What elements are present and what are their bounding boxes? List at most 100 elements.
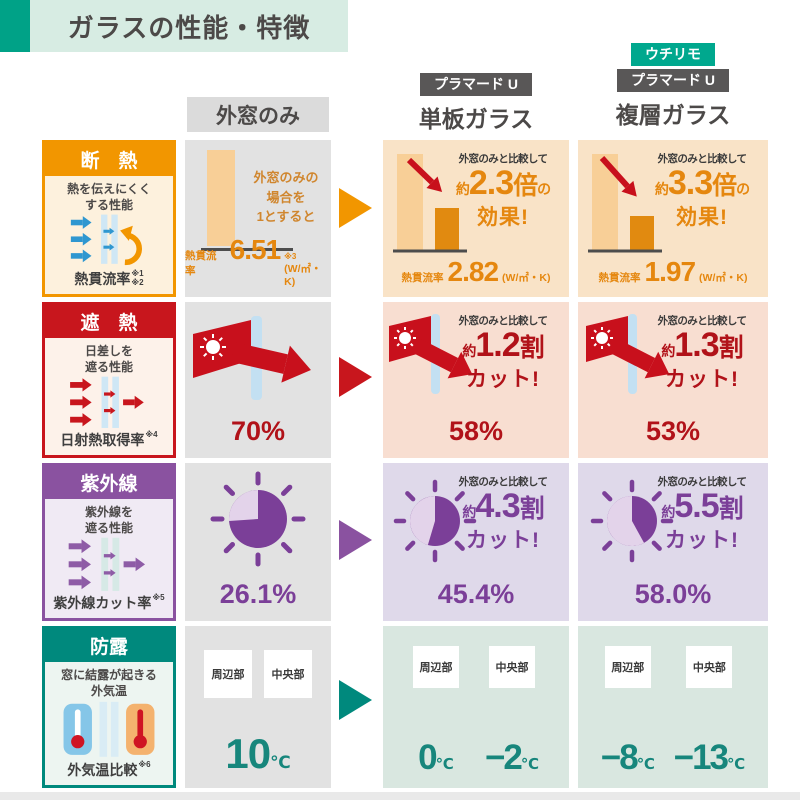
effect-block: 外窓のみと比較して 約4.3割 カット! bbox=[442, 474, 564, 554]
effect-block: 外窓のみと比較して 約1.2割 カット! bbox=[442, 313, 564, 393]
double-glass-label: 複層ガラス bbox=[615, 101, 731, 128]
page-title: ガラスの性能・特徴 bbox=[67, 12, 311, 43]
uchirimo-badge: ウチリモ bbox=[631, 43, 715, 66]
zone-labels: 周辺部 中央部 bbox=[185, 650, 331, 698]
baseline-note: 外窓のみの 場合を 1とすると bbox=[253, 170, 319, 224]
effect-block: 外窓のみと比較して 約1.3割 カット! bbox=[641, 313, 763, 393]
temp-col-periphery: 周辺部 0℃ bbox=[412, 646, 459, 778]
compare-note: 外窓のみと比較して bbox=[458, 153, 548, 165]
title-accent-block bbox=[0, 0, 30, 52]
zone-box-center: 中央部 bbox=[488, 646, 535, 688]
uv-cut-double-value: 58.0% bbox=[634, 579, 712, 609]
solar-gain-single-value: 58% bbox=[448, 416, 504, 446]
effect-figure: 約2.3倍の bbox=[455, 164, 551, 202]
zone-box-periphery: 周辺部 bbox=[604, 646, 651, 688]
dew-double-periphery-temp: −8℃ bbox=[600, 738, 655, 777]
uv-sun-pie-icon bbox=[210, 471, 306, 567]
uv-cut-single-value: 45.4% bbox=[437, 579, 515, 609]
flow-arrow-uv-icon bbox=[339, 520, 372, 560]
sun-heat-flow-icon bbox=[70, 377, 144, 429]
temp-col-center: 中央部 −2℃ bbox=[485, 646, 539, 778]
temp-col-center: 中央部 −13℃ bbox=[673, 646, 746, 778]
temp-col-periphery: 周辺部 −8℃ bbox=[601, 646, 655, 778]
shading-metric: 日射熱取得率 ※4 bbox=[60, 430, 158, 448]
compare-note: 外窓のみと比較して bbox=[458, 315, 548, 327]
dew-description: 窓に結露が起きる 外気温 bbox=[61, 668, 157, 699]
sun-block-icon bbox=[586, 314, 670, 394]
shading-baseline-cell: 70% bbox=[185, 302, 331, 458]
insulation-baseline-cell: 外窓のみの 場合を 1とすると 熱貫流率 6.51 ※3 (W/㎡・K) bbox=[185, 140, 331, 297]
insulation-label-card: 断 熱 熱を伝えにくく する性能 熱貫流率 ※1 ※2 bbox=[42, 140, 176, 297]
baseline-bar bbox=[207, 150, 235, 246]
row-dew: 防露 窓に結露が起きる 外気温 外気温比較 ※6 周辺部 中央部 10℃ bbox=[0, 626, 800, 788]
shading-label-card: 遮 熱 日差しを 遮る性能 日射熱取得率 ※4 bbox=[42, 302, 176, 458]
effect-figure: 約3.3倍の bbox=[654, 164, 750, 202]
bottom-divider bbox=[0, 792, 800, 800]
uv-row-title: 紫外線 bbox=[45, 466, 173, 499]
flow-arrow-insulation-icon bbox=[339, 188, 372, 228]
metric-footnote-refs: ※5 bbox=[152, 593, 165, 602]
dew-baseline-cell: 周辺部 中央部 10℃ bbox=[185, 626, 331, 788]
flow-arrow-dew-icon bbox=[339, 680, 372, 720]
shading-single-cell: 外窓のみと比較して 約1.2割 カット! 58% bbox=[383, 302, 569, 458]
uv-sun-pie-icon bbox=[393, 479, 477, 563]
metric-footnote-refs: ※4 bbox=[145, 430, 158, 439]
thermometer-compare-icon bbox=[63, 702, 155, 758]
insulation-row-title: 断 熱 bbox=[45, 143, 173, 176]
zone-box-periphery: 周辺部 bbox=[204, 650, 252, 698]
flow-arrow-shading-icon bbox=[339, 357, 372, 397]
u-value-double: 熱貫流率 1.97 (W/㎡・K) bbox=[598, 256, 748, 287]
effect-figure: 約1.2割 bbox=[462, 326, 544, 364]
dew-single-periphery-temp: 0℃ bbox=[418, 738, 454, 777]
shading-row-title: 遮 熱 bbox=[45, 305, 173, 338]
effect-figure: 約4.3割 bbox=[462, 487, 544, 525]
shading-double-cell: 外窓のみと比較して 約1.3割 カット! 53% bbox=[578, 302, 768, 458]
dew-single-center-temp: −2℃ bbox=[484, 738, 540, 777]
plamado-badge: プラマード U bbox=[420, 73, 532, 96]
solar-gain-baseline-value: 70% bbox=[230, 416, 286, 446]
uv-label-card: 紫外線 紫外線を 遮る性能 紫外線カット率 ※5 bbox=[42, 463, 176, 621]
heat-flow-reflect-icon bbox=[70, 214, 142, 266]
u-value-baseline: 熱貫流率 6.51 ※3 (W/㎡・K) bbox=[185, 234, 322, 288]
insulation-single-cell: 外窓のみと比較して 約2.3倍の 効果! 熱貫流率 2.82 (W/㎡・K) bbox=[383, 140, 569, 297]
sun-block-icon bbox=[389, 314, 473, 394]
insulation-double-cell: 外窓のみと比較して 約3.3倍の 効果! 熱貫流率 1.97 (W/㎡・K) bbox=[578, 140, 768, 297]
column-header-double: ウチリモ プラマード U 複層ガラス bbox=[580, 43, 766, 130]
dew-single-cell: 周辺部 0℃ 中央部 −2℃ bbox=[383, 626, 569, 788]
uv-single-cell: 外窓のみと比較して 約4.3割 カット! 45.4% bbox=[383, 463, 569, 621]
effect-block: 外窓のみと比較して 約3.3倍の 効果! bbox=[641, 151, 763, 231]
solar-gain-double-value: 53% bbox=[645, 416, 701, 446]
bar-comparison-icon bbox=[588, 154, 662, 253]
uv-metric: 紫外線カット率 ※5 bbox=[53, 593, 165, 611]
dew-double-cell: 周辺部 −8℃ 中央部 −13℃ bbox=[578, 626, 768, 788]
row-uv: 紫外線 紫外線を 遮る性能 紫外線カット率 ※5 bbox=[0, 463, 800, 621]
uv-double-cell: 外窓のみと比較して 約5.5割 カット! 58.0% bbox=[578, 463, 768, 621]
dew-metric: 外気温比較 ※6 bbox=[67, 760, 151, 778]
compare-note: 外窓のみと比較して bbox=[458, 476, 548, 488]
effect-figure: 約5.5割 bbox=[661, 487, 743, 525]
compare-note: 外窓のみと比較して bbox=[657, 315, 747, 327]
row-shading: 遮 熱 日差しを 遮る性能 日射熱取得率 ※4 bbox=[0, 302, 800, 458]
effect-block: 外窓のみと比較して 約5.5割 カット! bbox=[641, 474, 763, 554]
chart-baseline bbox=[201, 248, 293, 251]
bar-comparison-icon bbox=[393, 154, 467, 253]
sun-block-icon bbox=[193, 316, 311, 400]
compare-note: 外窓のみと比較して bbox=[657, 476, 747, 488]
column-header-baseline: 外窓のみ bbox=[187, 97, 329, 132]
metric-footnote-refs: ※1 ※2 bbox=[131, 269, 144, 288]
dew-double-center-temp: −13℃ bbox=[673, 738, 746, 777]
insulation-metric: 熱貫流率 ※1 ※2 bbox=[74, 269, 144, 288]
uv-description: 紫外線を 遮る性能 bbox=[84, 505, 133, 536]
column-header-single: プラマード U 単板ガラス bbox=[383, 73, 569, 134]
uv-flow-icon bbox=[68, 538, 146, 592]
plamado-badge-2: プラマード U bbox=[617, 68, 729, 92]
dew-label-card: 防露 窓に結露が起きる 外気温 外気温比較 ※6 bbox=[42, 626, 176, 788]
compare-note: 外窓のみと比較して bbox=[657, 153, 747, 165]
dew-baseline-temp: 10℃ bbox=[225, 730, 291, 777]
single-glass-label: 単板ガラス bbox=[418, 105, 534, 132]
uv-cut-baseline-value: 26.1% bbox=[219, 579, 297, 609]
metric-footnote-refs: ※6 bbox=[138, 760, 151, 769]
uv-baseline-cell: 26.1% bbox=[185, 463, 331, 621]
insulation-description: 熱を伝えにくく する性能 bbox=[67, 182, 151, 213]
